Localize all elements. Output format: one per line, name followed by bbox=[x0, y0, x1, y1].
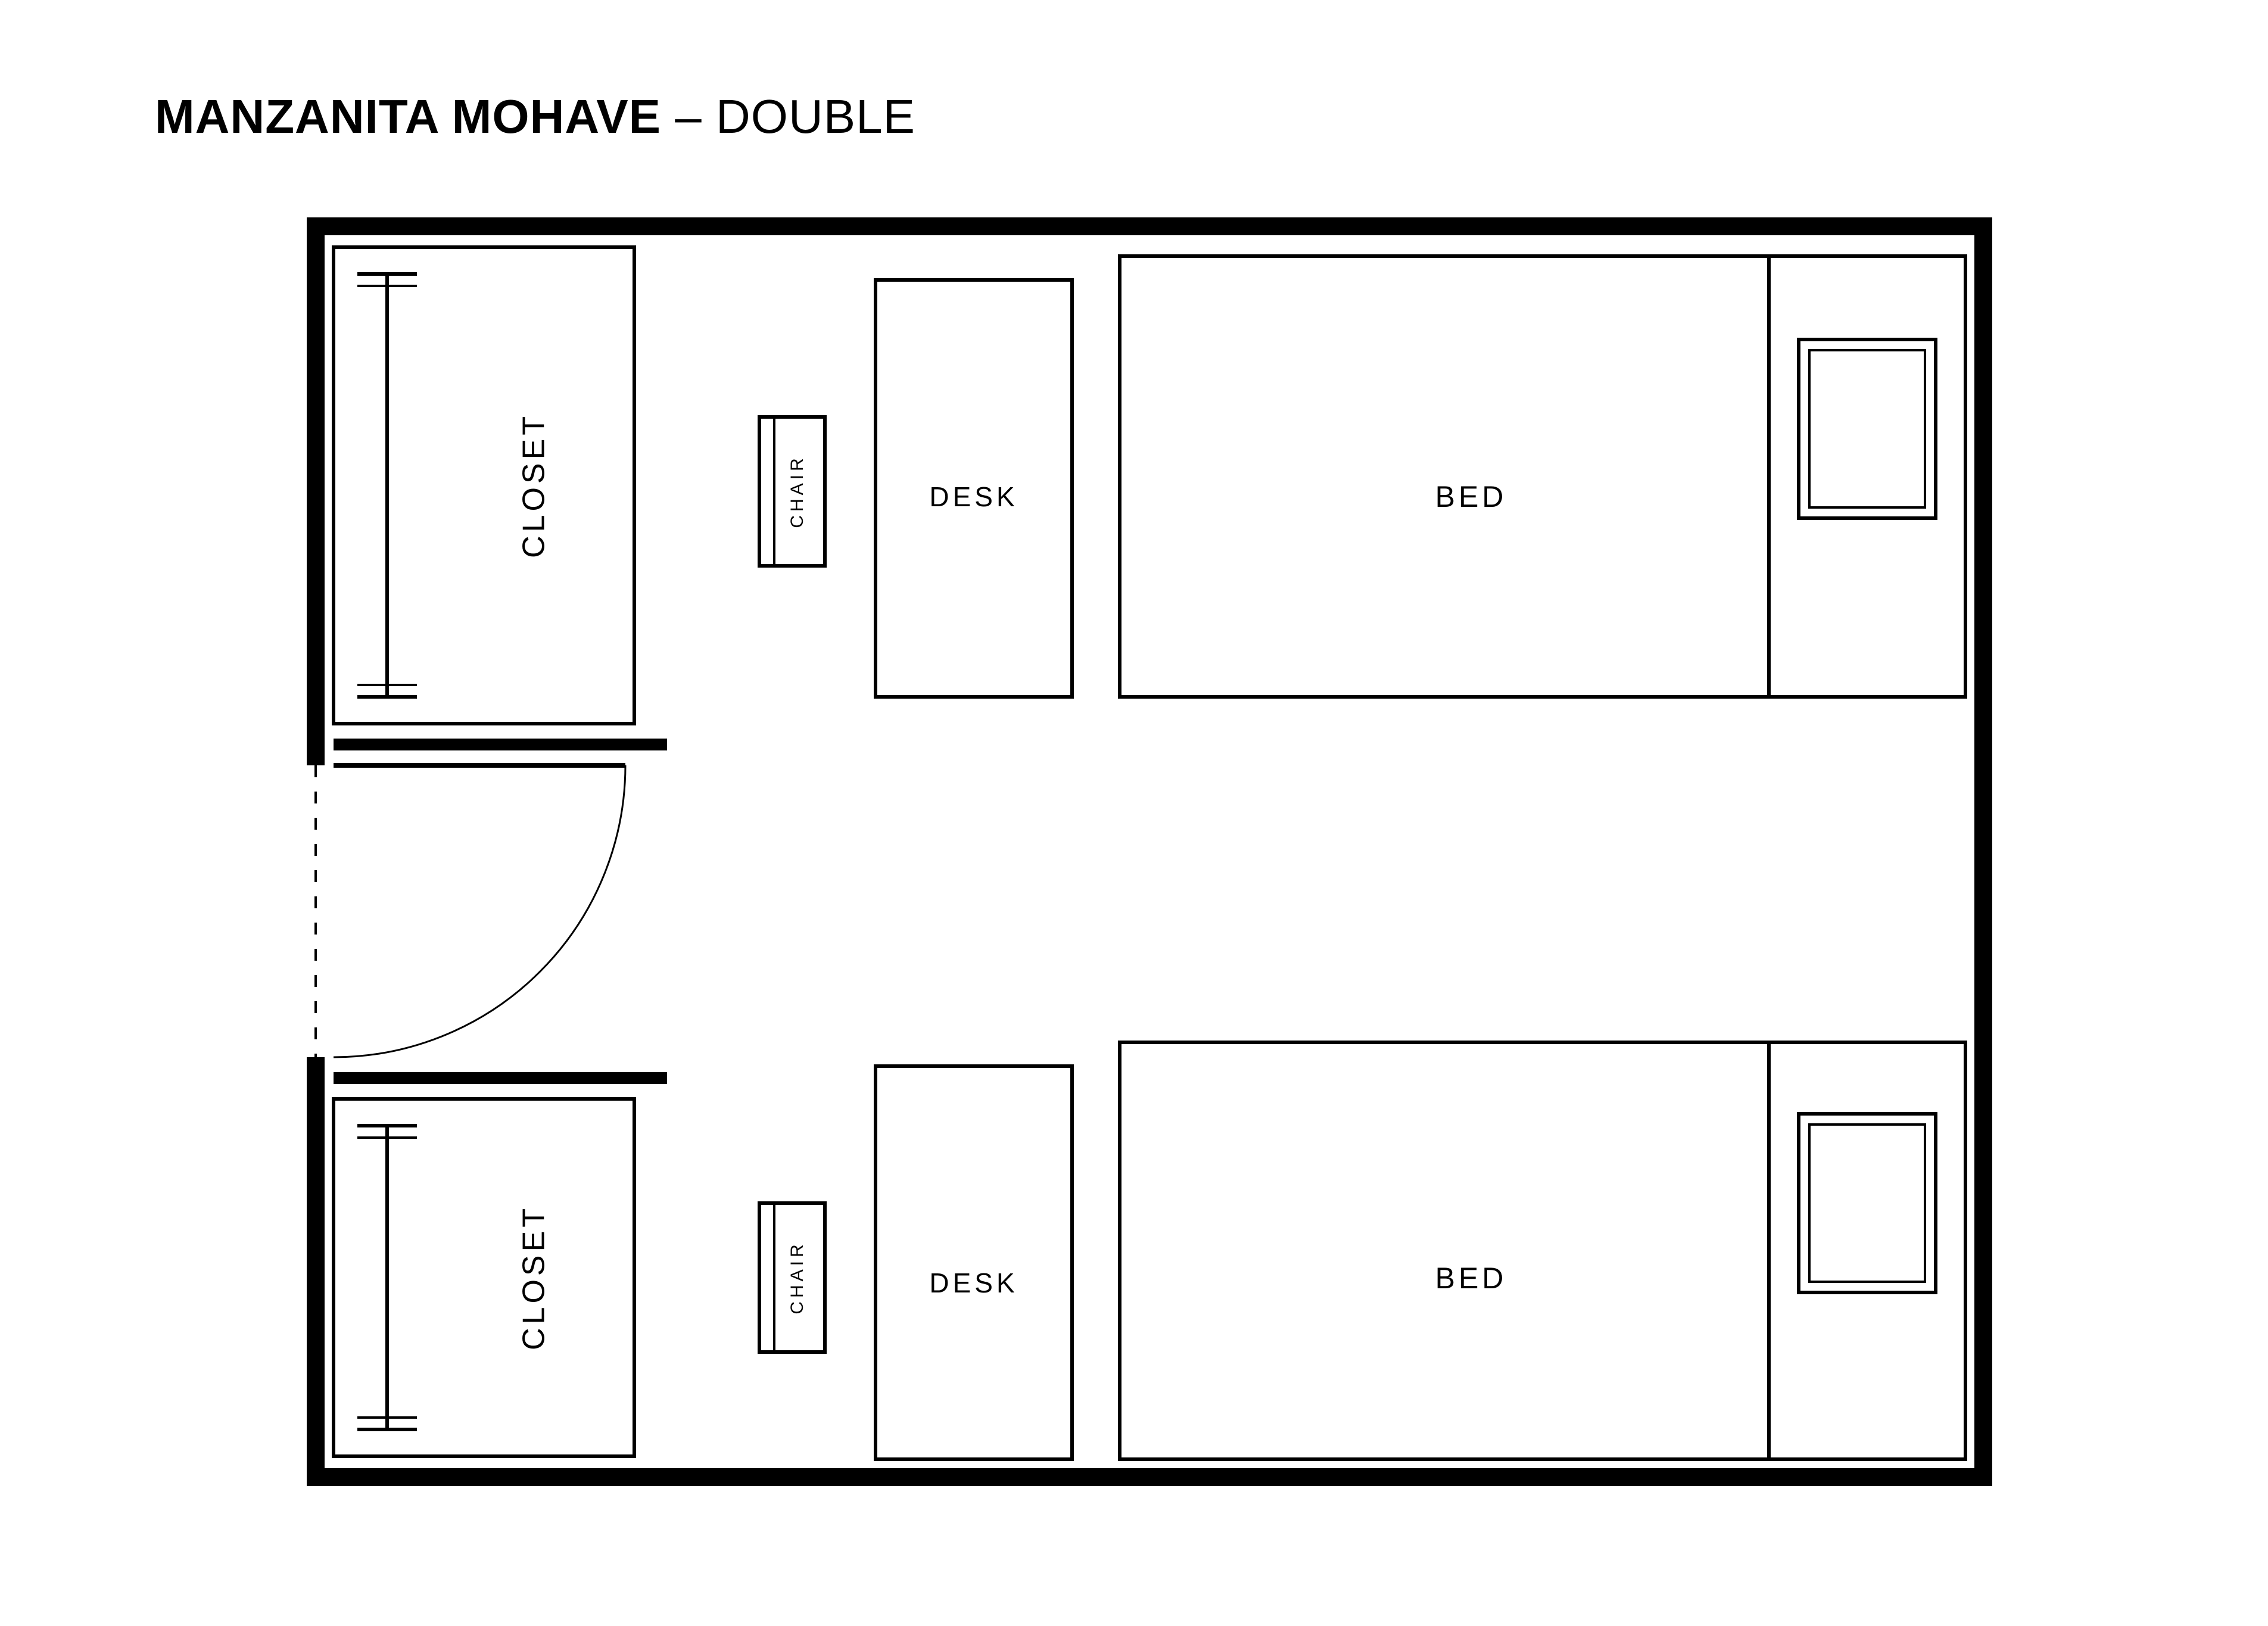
chair-bottom-label: CHAIR bbox=[787, 1241, 807, 1314]
bed-bottom-pillow bbox=[1799, 1114, 1936, 1292]
floorplan-page: MANZANITA MOHAVE – DOUBLE CLOSETCLOSETCH… bbox=[0, 0, 2268, 1626]
floorplan-svg: CLOSET CLOSET CHAIR CHAIR DESK DESK BED BED bbox=[0, 0, 2268, 1626]
door-arc bbox=[334, 765, 625, 1057]
desk-bottom bbox=[876, 1066, 1072, 1459]
closet-top bbox=[334, 247, 634, 724]
desk-top-label: DESK bbox=[929, 481, 1018, 512]
bed-bottom-label: BED bbox=[1435, 1261, 1507, 1295]
bed-top-pillow bbox=[1799, 339, 1936, 518]
closet-top-label: CLOSET bbox=[517, 413, 552, 558]
desk-bottom-label: DESK bbox=[929, 1267, 1018, 1298]
chair-top-label: CHAIR bbox=[787, 454, 807, 528]
closet-bottom bbox=[334, 1099, 634, 1456]
closet-bottom-label: CLOSET bbox=[517, 1205, 552, 1350]
bed-top-label: BED bbox=[1435, 480, 1507, 513]
